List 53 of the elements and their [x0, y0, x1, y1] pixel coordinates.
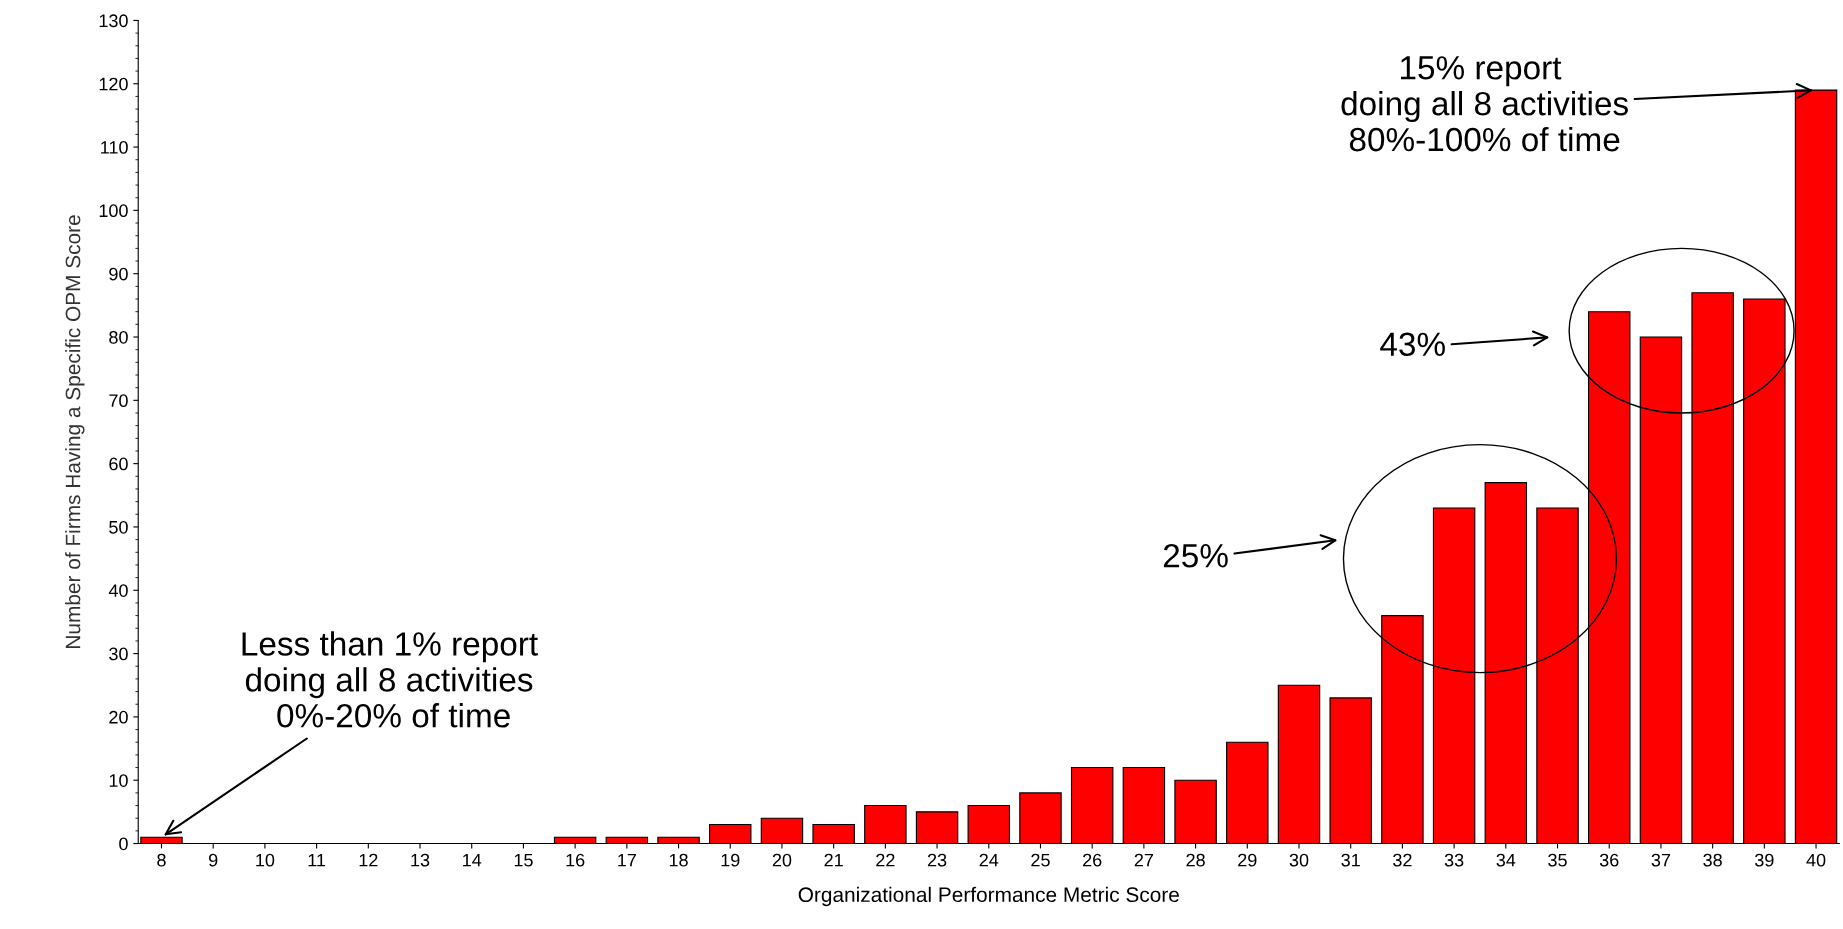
- y-tick-label: 40: [108, 584, 128, 597]
- x-tick-label: 20: [772, 853, 792, 867]
- x-tick-label: 39: [1754, 853, 1774, 867]
- x-tick-label: 40: [1806, 853, 1826, 867]
- y-tick-label: 80: [109, 330, 128, 344]
- x-tick-label: 24: [979, 853, 999, 867]
- x-tick-label: 31: [1341, 853, 1360, 867]
- x-tick-label: 38: [1703, 853, 1722, 867]
- annotation: 43%: [1380, 332, 1445, 357]
- y-tick-label: 30: [109, 647, 128, 661]
- y-tick-label: 70: [109, 394, 128, 408]
- x-tick-label: 27: [1134, 853, 1154, 867]
- x-tick-label: 18: [669, 853, 688, 867]
- x-tick-label: 23: [927, 853, 947, 867]
- x-tick-label: 10: [256, 853, 275, 867]
- x-tick-label: 29: [1238, 853, 1257, 867]
- annotation: 15% report doing all 8 activities 80%-100% of time: [1341, 56, 1628, 152]
- x-tick-label: 12: [359, 853, 378, 867]
- x-tick-label: 14: [463, 853, 482, 867]
- x-tick-label: 30: [1289, 853, 1309, 867]
- x-tick-label: 17: [618, 853, 636, 867]
- y-tick-label: 60: [109, 457, 128, 471]
- x-tick-label: 21: [824, 853, 843, 867]
- y-tick-label: 10: [109, 774, 128, 787]
- y-tick-label: 0: [119, 837, 128, 851]
- x-tick-label: 22: [876, 853, 895, 867]
- y-tick-label: 20: [109, 710, 128, 724]
- x-tick-label: 28: [1186, 853, 1205, 867]
- x-tick-label: 25: [1031, 853, 1050, 867]
- y-tick-label: 50: [109, 520, 128, 534]
- y-axis-title: Number of Firms Having a Specific OPM Score: [65, 215, 85, 648]
- x-tick-label: 15: [514, 853, 533, 867]
- x-tick-label: 9: [209, 853, 218, 867]
- x-tick-label: 13: [411, 853, 430, 867]
- y-tick-label: 130: [99, 14, 128, 28]
- y-tick-label: 90: [109, 267, 128, 281]
- x-tick-label: 11: [308, 853, 326, 867]
- x-tick-label: 37: [1651, 853, 1671, 867]
- x-tick-label: 33: [1444, 853, 1464, 867]
- x-tick-label: 26: [1083, 853, 1102, 867]
- x-tick-label: 8: [157, 853, 166, 867]
- x-tick-label: 16: [566, 853, 585, 867]
- annotation: Less than 1% report doing all 8 activities 0%-20% of time: [242, 631, 538, 728]
- x-tick-label: 32: [1393, 853, 1412, 867]
- x-axis-title: Organizational Performance Metric Score: [798, 886, 1179, 907]
- y-tick-label: 100: [99, 204, 128, 218]
- x-tick-label: 34: [1496, 853, 1516, 867]
- y-tick-label: 110: [101, 141, 128, 154]
- annotation: 25%: [1163, 543, 1228, 568]
- x-tick-label: 35: [1548, 853, 1567, 867]
- x-tick-label: 36: [1599, 853, 1619, 867]
- y-tick-label: 120: [99, 77, 128, 91]
- x-tick-label: 19: [721, 853, 740, 867]
